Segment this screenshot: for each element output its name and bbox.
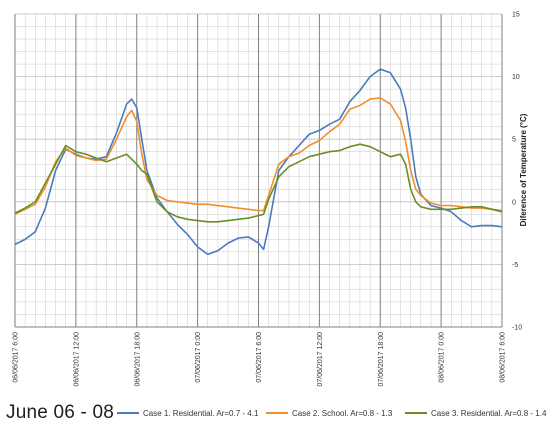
y-tick-label: 5 — [512, 137, 516, 144]
legend-item-case1: Case 1. Residential. Ar=0.7 - 4.1 — [117, 405, 258, 421]
y-tick-label: 10 — [512, 74, 520, 81]
legend-swatch-case1 — [117, 412, 139, 414]
series-line-case2 — [14, 97, 503, 216]
x-tick-label: 06/06/2017 12:00 — [73, 332, 80, 387]
series-line-case1 — [14, 68, 503, 256]
y-tick-labels: 15 10 5 0 -5 -10 — [512, 12, 522, 332]
x-tick-label: 06/06/2017 6:00 — [13, 332, 20, 383]
date-caption: June 06 - 08 — [6, 402, 115, 423]
legend-label-case2: Case 2. School. Ar=0.8 - 1.3 — [292, 408, 393, 418]
x-tick-label: 06/06/2017 18:00 — [134, 332, 141, 387]
x-tick-label: 07/06/2017 18:00 — [378, 332, 385, 387]
x-tick-label: 07/06/2017 0:00 — [195, 332, 202, 383]
y-tick-label: -5 — [512, 262, 518, 269]
series-line-case3 — [14, 143, 503, 223]
y-axis-label: Diference of Temperature (°C) — [519, 113, 528, 226]
legend-label-case1: Case 1. Residential. Ar=0.7 - 4.1 — [143, 408, 259, 418]
x-tick-label: 08/06/2017 6:00 — [500, 332, 507, 383]
x-tick-labels: 06/06/2017 6:00 06/06/2017 12:00 06/06/201… — [13, 332, 507, 387]
legend-item-case3: Case 3. Residential. Ar=0.8 - 1.4 — [405, 405, 546, 421]
grid-lines — [14, 13, 503, 328]
legend-swatch-case2 — [266, 412, 288, 414]
legend-swatch-case3 — [405, 412, 427, 414]
y-tick-label: 15 — [512, 12, 520, 19]
x-tick-label: 07/06/2017 6:00 — [256, 332, 263, 383]
x-tick-label: 07/06/2017 12:00 — [317, 332, 324, 387]
series-lines — [14, 68, 503, 256]
legend-label-case3: Case 3. Residential. Ar=0.8 - 1.4 — [431, 408, 547, 418]
legend-item-case2: Case 2. School. Ar=0.8 - 1.3 — [266, 405, 392, 421]
y-tick-label: 0 — [512, 199, 516, 206]
y-tick-label: -10 — [512, 325, 522, 332]
x-tick-label: 08/06/2017 0:00 — [439, 332, 446, 383]
